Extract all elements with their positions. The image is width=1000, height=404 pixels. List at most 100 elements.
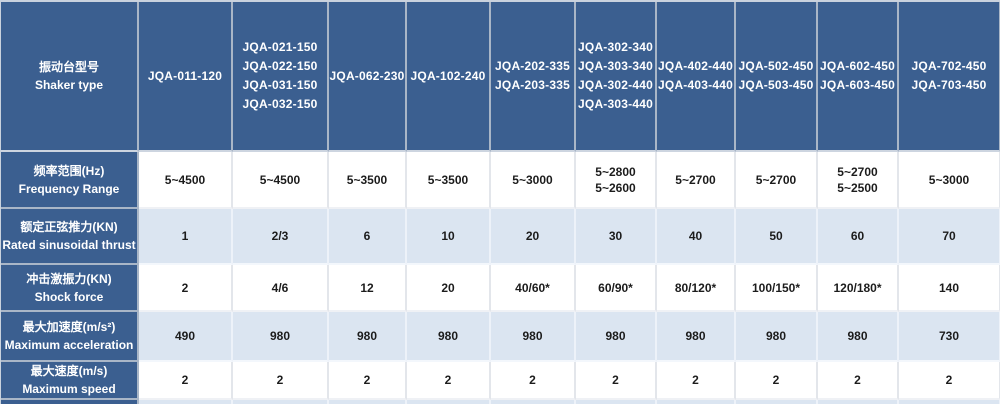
value-cell	[576, 400, 657, 404]
header-label-zh: 振动台型号	[38, 60, 99, 74]
row-label-zh: 冲击激振力(KN)	[26, 271, 112, 286]
value-text: 5~3000	[928, 172, 970, 187]
row-label-en: Frequency Range	[18, 181, 120, 196]
value-text: 40/60*	[515, 280, 550, 295]
value-cell: 5~2700	[657, 152, 736, 209]
model-name: JQA-602-450	[820, 59, 895, 73]
value-cell: 20	[407, 265, 491, 312]
value-cell: 5~3000	[899, 152, 1000, 209]
value-cell: 5~3500	[407, 152, 491, 209]
value-text: 2	[529, 373, 536, 387]
model-name: JQA-703-450	[911, 78, 987, 92]
value-text: 5~3500	[346, 172, 388, 187]
value-cell: 2	[491, 362, 576, 400]
value-text: 980	[685, 329, 706, 343]
row-label-en: Maximum speed	[22, 382, 116, 396]
value-text: 5~3000	[512, 172, 553, 187]
value-text: 20	[525, 229, 540, 243]
value-text: 2	[181, 373, 189, 387]
value-text: 5~2700	[755, 172, 797, 187]
header-shaker-type: 振动台型号 Shaker type	[1, 2, 139, 152]
model-column-header: JQA-021-150 JQA-022-150 JQA-031-150 JQA-032…	[233, 2, 329, 152]
value-text: 70	[942, 229, 956, 243]
model-column-header: JQA-602-450 JQA-603-450	[818, 2, 899, 152]
value-text: 980	[269, 329, 291, 343]
table-row-rated-sinusoidal-thrust: 额定正弦推力(KN) Rated sinusoidal thrust 1 2/3 6 10…	[1, 209, 1000, 265]
model-name: JQA-011-120	[147, 68, 223, 83]
value-cell: 5~2800 5~2600	[576, 152, 657, 209]
row-label-shock-force: 冲击激振力(KN) Shock force	[1, 265, 139, 312]
row-label-partial	[1, 400, 139, 404]
value-cell: 5~2700	[736, 152, 818, 209]
value-cell: 980	[407, 312, 491, 362]
value-text: 30	[608, 229, 623, 243]
row-label-maximum-speed: 最大速度(m/s) Maximum speed	[1, 362, 139, 400]
value-cell: 5~4500	[233, 152, 329, 209]
value-cell	[491, 400, 576, 404]
value-cell: 2	[233, 362, 329, 400]
value-cell	[233, 400, 329, 404]
model-name: JQA-603-450	[820, 78, 895, 92]
model-name: JQA-022-150	[242, 59, 318, 73]
row-label-en: Shock force	[34, 289, 104, 304]
value-cell: 12	[329, 265, 407, 312]
table-row-partial	[1, 400, 1000, 404]
model-column-header: JQA-062-230	[329, 2, 407, 152]
value-text: 5~2800	[595, 164, 636, 179]
value-cell: 4/6	[233, 265, 329, 312]
value-text: 12	[360, 280, 374, 295]
model-name: JQA-203-335	[495, 78, 570, 92]
value-cell: 980	[491, 312, 576, 362]
value-text: 5~4500	[164, 172, 206, 187]
value-text: 2/3	[271, 229, 289, 243]
value-cell: 40/60*	[491, 265, 576, 312]
value-text: 10	[441, 229, 455, 243]
model-column-header: JQA-502-450 JQA-503-450	[736, 2, 818, 152]
value-text: 5~2600	[595, 180, 636, 195]
table-row-shock-force: 冲击激振力(KN) Shock force 2 4/6 12 20 40/60* 60/90*…	[1, 265, 1000, 312]
value-cell: 2	[899, 362, 1000, 400]
value-text: 2	[854, 373, 861, 387]
value-text: 6	[363, 229, 371, 243]
row-label-rated-sinusoidal-thrust: 额定正弦推力(KN) Rated sinusoidal thrust	[1, 209, 139, 265]
model-name: JQA-502-450	[738, 59, 814, 73]
model-column-header: JQA-011-120	[139, 2, 233, 152]
value-text: 4/6	[271, 280, 289, 295]
row-label-zh: 最大加速度(m/s²)	[22, 320, 116, 334]
value-cell	[329, 400, 407, 404]
value-text: 5~2500	[837, 180, 878, 195]
value-cell	[139, 400, 233, 404]
value-text: 20	[441, 280, 455, 295]
value-text: 40	[688, 229, 703, 243]
value-cell: 2	[407, 362, 491, 400]
value-text: 60	[850, 229, 865, 243]
value-cell: 2	[139, 265, 233, 312]
value-cell	[407, 400, 491, 404]
value-text: 980	[437, 329, 459, 343]
model-name: JQA-031-150	[242, 78, 318, 92]
value-text: 2	[772, 373, 780, 387]
value-cell: 2	[818, 362, 899, 400]
table-row-maximum-acceleration: 最大加速度(m/s²) Maximum acceleration 490 980 980…	[1, 312, 1000, 362]
value-cell: 980	[736, 312, 818, 362]
model-column-header: JQA-202-335 JQA-203-335	[491, 2, 576, 152]
value-text: 980	[356, 329, 378, 343]
value-text: 2	[945, 373, 953, 387]
value-text: 980	[765, 329, 787, 343]
value-text: 100/150*	[751, 280, 801, 295]
value-text: 5~2700	[837, 164, 878, 179]
row-label-maximum-acceleration: 最大加速度(m/s²) Maximum acceleration	[1, 312, 139, 362]
table-row-maximum-speed: 最大速度(m/s) Maximum speed 2 2 2 2 2 2 2 2 2 2	[1, 362, 1000, 400]
value-cell: 60	[818, 209, 899, 265]
model-column-header: JQA-102-240	[407, 2, 491, 152]
model-name: JQA-062-230	[329, 68, 405, 83]
row-label-zh: 额定正弦推力(KN)	[20, 220, 118, 234]
value-text: 5~2700	[675, 172, 716, 187]
model-name: JQA-202-335	[495, 59, 570, 73]
model-name: JQA-302-440	[578, 78, 653, 92]
value-cell: 980	[818, 312, 899, 362]
value-text: 1	[181, 229, 189, 243]
value-cell: 6	[329, 209, 407, 265]
value-cell: 2	[139, 362, 233, 400]
